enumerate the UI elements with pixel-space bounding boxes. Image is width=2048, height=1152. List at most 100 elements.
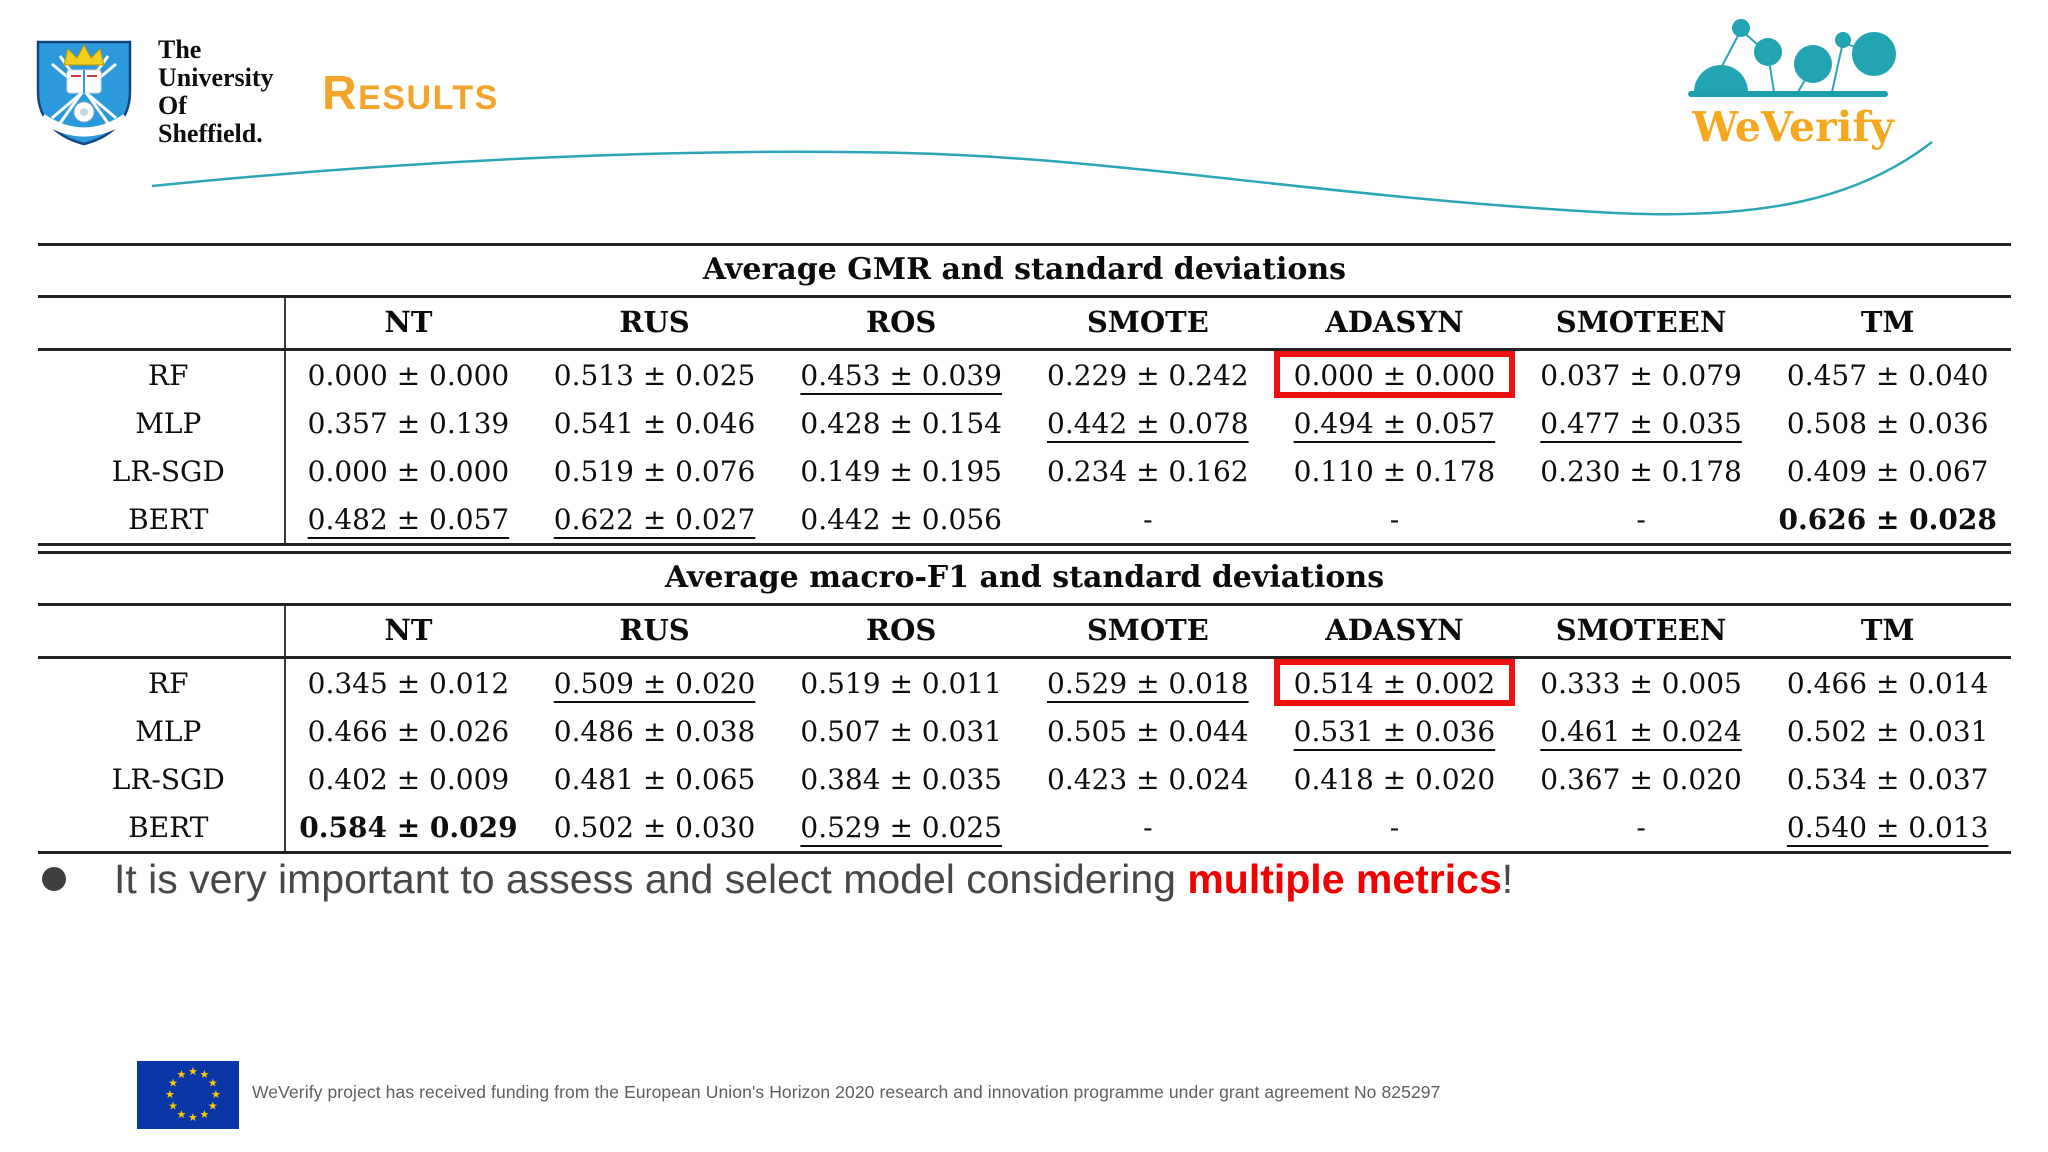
value-cell: 0.529 ± 0.018 [1025, 658, 1272, 708]
eu-flag-icon [137, 1061, 239, 1129]
cell-value: 0.529 ± 0.025 [800, 810, 1002, 844]
weverify-wordmark: WeVerify [1692, 103, 1894, 151]
cell-value: 0.453 ± 0.039 [800, 358, 1002, 392]
cell-value: 0.541 ± 0.046 [553, 406, 756, 440]
cell-value: 0.418 ± 0.020 [1293, 762, 1496, 796]
value-cell: 0.509 ± 0.020 [531, 658, 778, 708]
value-cell: 0.367 ± 0.020 [1518, 755, 1765, 803]
cell-value: 0.482 ± 0.057 [307, 502, 510, 536]
cell-value: 0.229 ± 0.242 [1047, 358, 1249, 392]
cell-value: 0.457 ± 0.040 [1786, 358, 1989, 392]
value-cell: 0.502 ± 0.030 [531, 803, 778, 853]
cell-value: 0.442 ± 0.078 [1047, 406, 1249, 440]
cell-value: 0.622 ± 0.027 [553, 502, 756, 536]
column-header-smoteen: SMOTEEN [1517, 604, 1765, 659]
cell-value: 0.508 ± 0.036 [1786, 406, 1989, 440]
value-cell: 0.584 ± 0.029 [283, 803, 532, 853]
takeaway-highlight: multiple metrics [1187, 856, 1502, 902]
value-cell: 0.531 ± 0.036 [1271, 707, 1518, 755]
value-cell: - [1518, 495, 1765, 545]
column-header-rus: RUS [531, 604, 778, 659]
highlighted-value: 0.514 ± 0.002 [1293, 666, 1496, 700]
value-cell: 0.481 ± 0.065 [531, 755, 778, 803]
university-line: University [158, 63, 274, 92]
cell-value: 0.000 ± 0.000 [307, 358, 510, 392]
cell-value: 0.423 ± 0.024 [1047, 762, 1249, 796]
cell-value: 0.345 ± 0.012 [307, 666, 510, 700]
value-cell: 0.534 ± 0.037 [1764, 755, 2011, 803]
crest-book [66, 69, 102, 94]
sheffield-crest-logo [36, 40, 132, 146]
value-cell: 0.229 ± 0.242 [1025, 350, 1272, 400]
cell-value: 0.367 ± 0.020 [1540, 762, 1742, 796]
value-cell: 0.230 ± 0.178 [1518, 447, 1765, 495]
row-label: BERT [128, 502, 209, 536]
cell-value: 0.110 ± 0.178 [1293, 454, 1496, 488]
cell-value: 0.494 ± 0.057 [1293, 406, 1496, 440]
column-header-rus: RUS [531, 296, 778, 351]
takeaway-text-after: ! [1501, 856, 1514, 902]
value-cell: 0.529 ± 0.025 [778, 803, 1025, 853]
cell-value: 0.486 ± 0.038 [553, 714, 756, 748]
cell-value: 0.402 ± 0.009 [307, 762, 510, 796]
value-cell: 0.402 ± 0.009 [283, 755, 532, 803]
weverify-logo: WeVerify [1686, 12, 1900, 151]
cell-value: 0.531 ± 0.036 [1293, 714, 1496, 748]
value-cell: 0.110 ± 0.178 [1271, 447, 1518, 495]
table-row-rf: RF 0.000 ± 0.000 0.513 ± 0.025 0.453 ± 0.03… [38, 349, 2011, 400]
value-cell: 0.482 ± 0.057 [283, 495, 532, 545]
column-header-adasyn: ADASYN [1271, 296, 1518, 351]
value-cell: 0.622 ± 0.027 [531, 495, 778, 545]
table-row-mlp: MLP 0.357 ± 0.139 0.541 ± 0.046 0.428 ± 0.1… [38, 399, 2011, 447]
value-cell: 0.466 ± 0.026 [283, 707, 532, 755]
value-cell: 0.345 ± 0.012 [283, 657, 532, 707]
column-header-tm: TM [1764, 604, 2011, 659]
highlighted-value: 0.000 ± 0.000 [1293, 358, 1496, 392]
cell-value: - [1389, 502, 1400, 536]
cell-value: 0.626 ± 0.028 [1778, 502, 1997, 536]
university-line: The [158, 35, 202, 64]
weverify-network-icon [1688, 19, 1896, 97]
cell-value: 0.519 ± 0.011 [800, 666, 1002, 700]
cell-value: 0.540 ± 0.013 [1786, 810, 1989, 844]
value-cell: 0.540 ± 0.013 [1764, 803, 2011, 853]
cell-value: 0.466 ± 0.014 [1786, 666, 1989, 700]
table-title: Average macro-F1 and standard deviations [38, 552, 2011, 606]
corner-cell [38, 296, 285, 351]
row-label: LR-SGD [111, 454, 225, 488]
row-label: MLP [135, 714, 202, 748]
cell-value: 0.513 ± 0.025 [553, 358, 756, 392]
cell-value: 0.505 ± 0.044 [1047, 714, 1249, 748]
cell-value: 0.442 ± 0.056 [800, 502, 1002, 536]
funding-statement: WeVerify project has received funding fr… [252, 1082, 1441, 1102]
cell-value: 0.234 ± 0.162 [1047, 454, 1249, 488]
value-cell: 0.333 ± 0.005 [1518, 658, 1765, 708]
slide-title-initial: R [322, 67, 359, 120]
cell-value: 0.507 ± 0.031 [800, 714, 1002, 748]
cell-value: 0.477 ± 0.035 [1540, 406, 1742, 440]
value-cell: 0.502 ± 0.031 [1764, 707, 2011, 755]
value-cell: 0.442 ± 0.078 [1025, 399, 1272, 447]
value-cell: 0.453 ± 0.039 [778, 350, 1025, 400]
column-header-nt: NT [283, 604, 532, 659]
takeaway-text-before: It is very important to assess and selec… [114, 856, 1188, 902]
row-label: BERT [128, 810, 209, 844]
value-cell: 0.000 ± 0.000 [283, 447, 532, 495]
value-cell: 0.149 ± 0.195 [778, 447, 1025, 495]
value-cell: 0.418 ± 0.020 [1271, 755, 1518, 803]
value-cell: 0.507 ± 0.031 [778, 707, 1025, 755]
cell-value: 0.230 ± 0.178 [1540, 454, 1742, 488]
cell-value: - [1389, 810, 1400, 844]
table-row-bert: BERT 0.482 ± 0.057 0.622 ± 0.027 0.442 ± 0.… [38, 495, 2011, 545]
cell-value: 0.149 ± 0.195 [800, 454, 1002, 488]
cell-value: 0.037 ± 0.079 [1540, 358, 1742, 392]
value-cell: 0.466 ± 0.014 [1764, 658, 2011, 708]
table-row-bert: BERT 0.584 ± 0.029 0.502 ± 0.030 0.529 ± 0.… [38, 803, 2011, 853]
value-cell: 0.234 ± 0.162 [1025, 447, 1272, 495]
column-header-tm: TM [1764, 296, 2011, 351]
cell-value: 0.502 ± 0.030 [553, 810, 756, 844]
cell-value: 0.584 ± 0.029 [299, 810, 518, 844]
cell-value: - [1636, 502, 1646, 536]
cell-value: 0.466 ± 0.026 [307, 714, 510, 748]
cell-value: 0.428 ± 0.154 [800, 406, 1002, 440]
